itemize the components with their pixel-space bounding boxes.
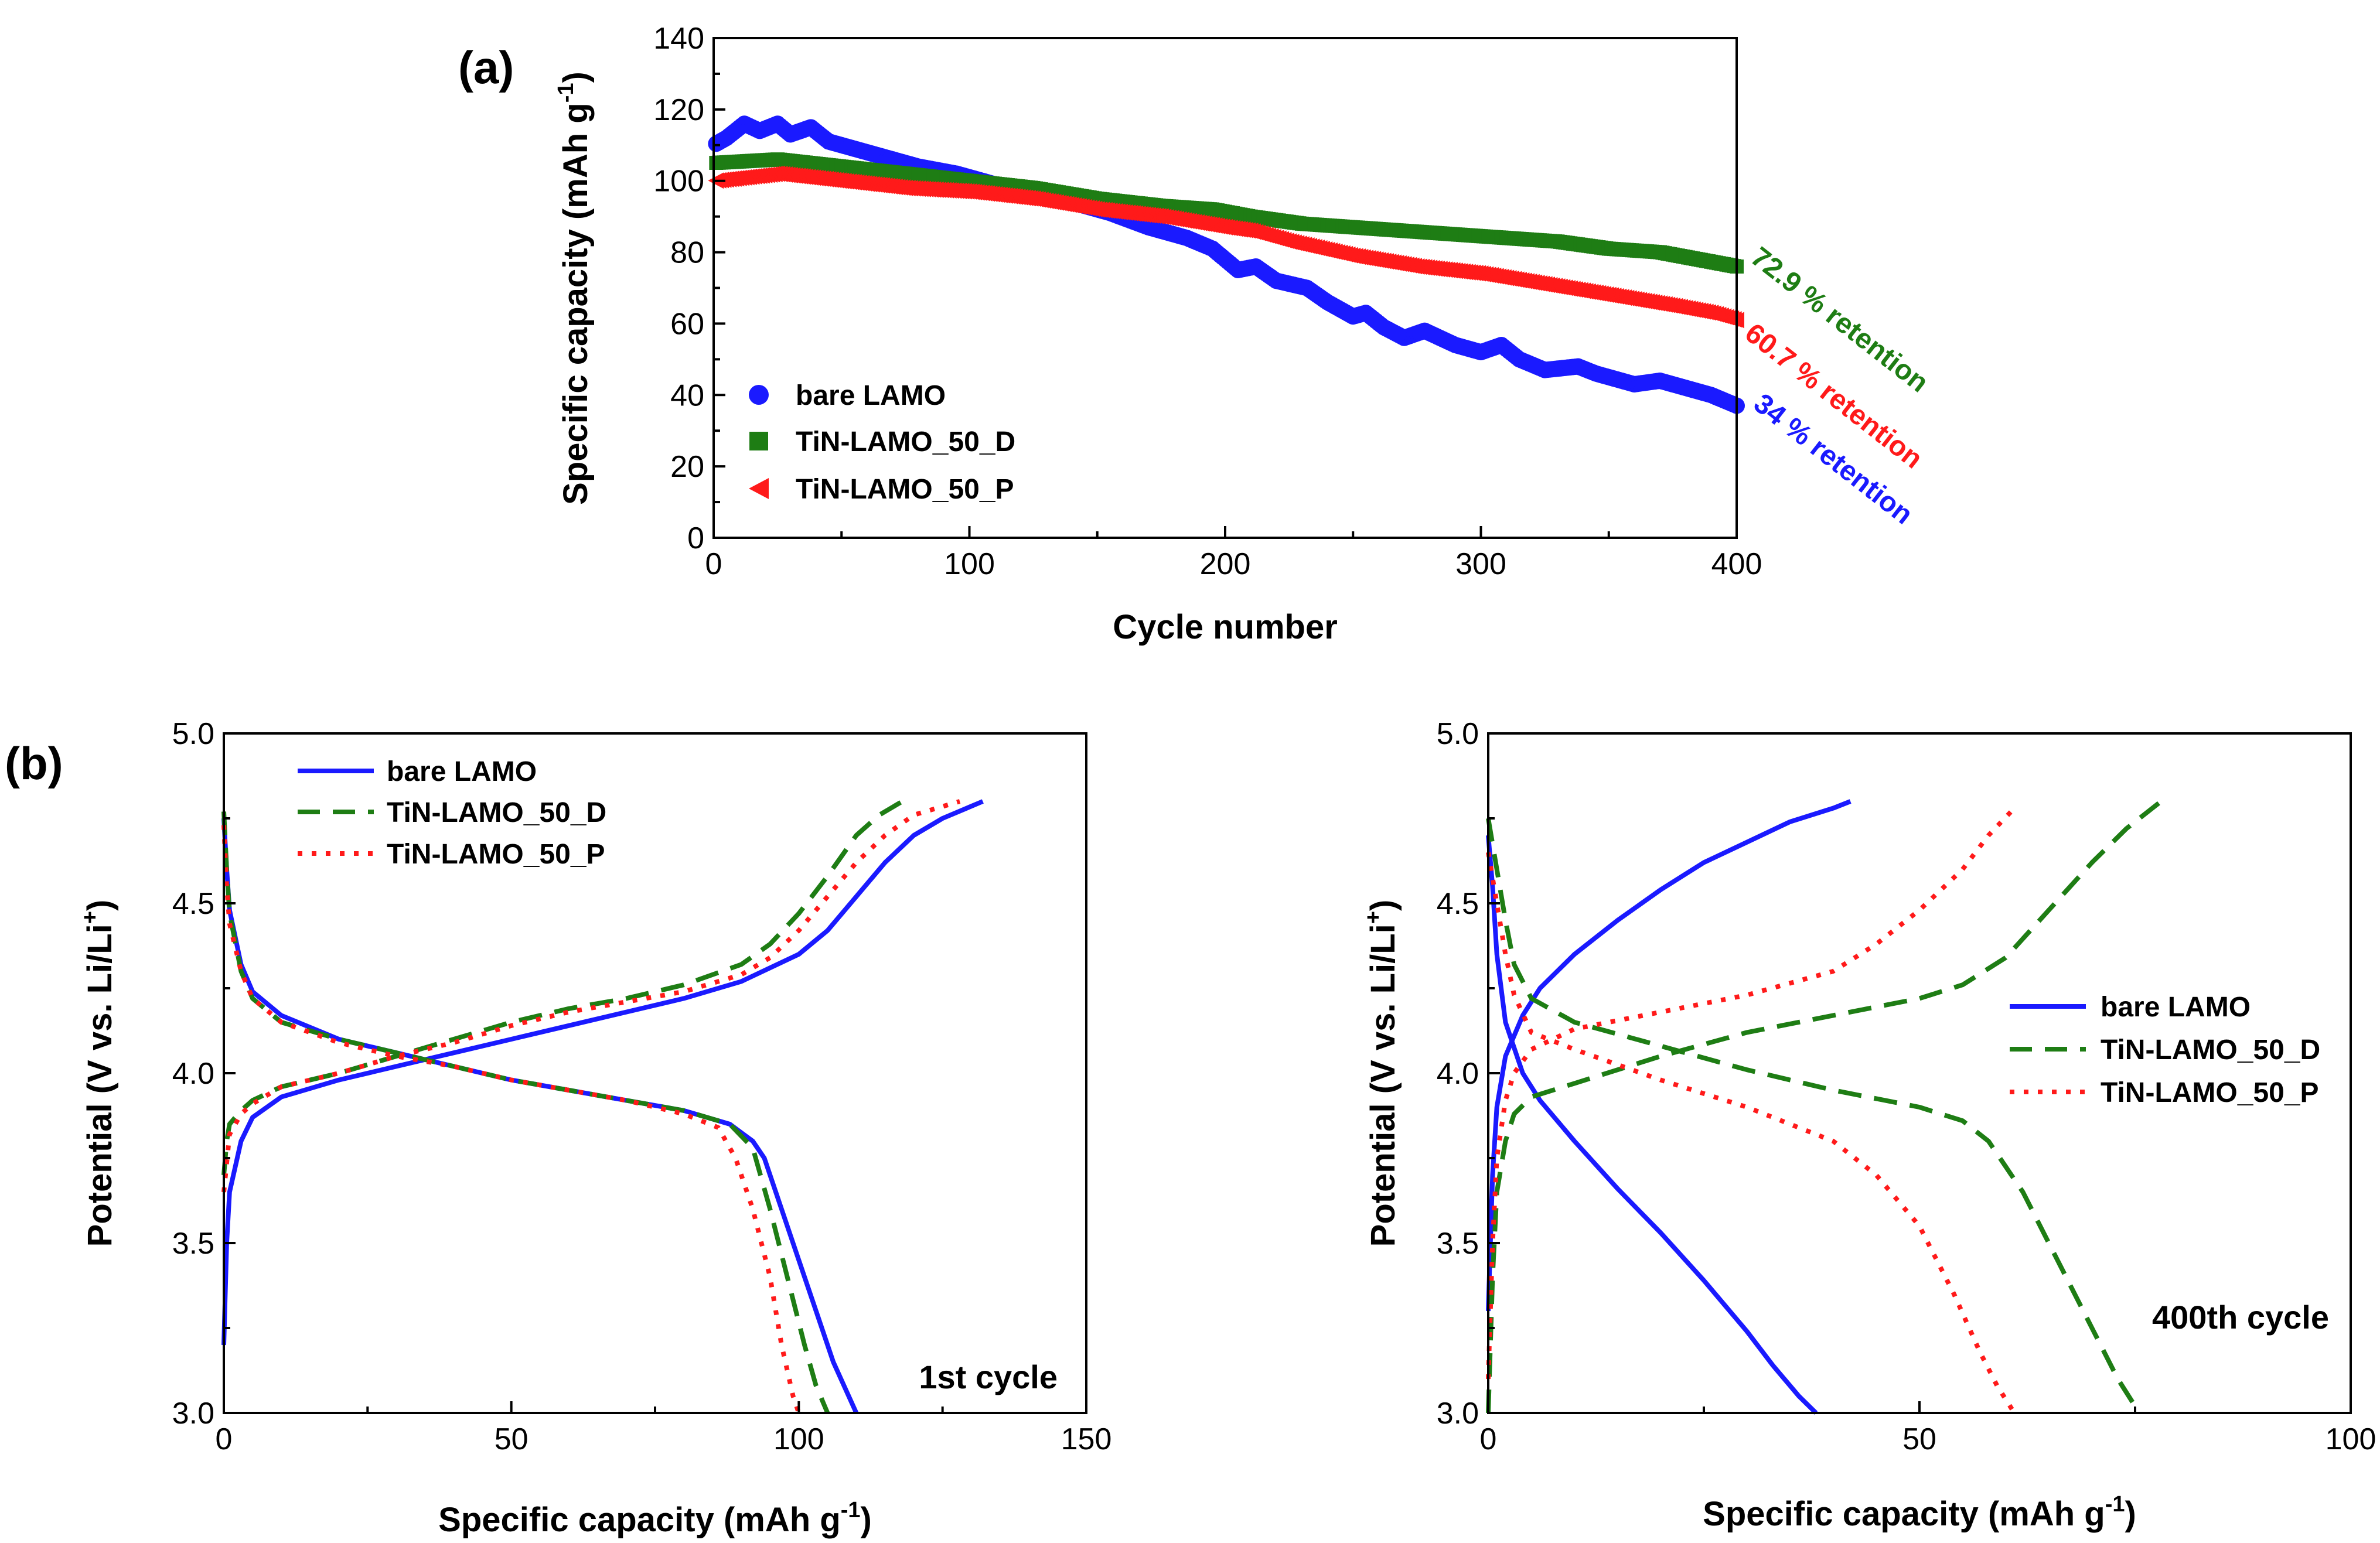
legend-label-bare-b1: bare LAMO	[387, 756, 537, 787]
y-tick-label-b2: 4.5	[1437, 887, 1479, 921]
y-axis-title-b1-end: )	[81, 900, 119, 911]
y-axis-title-a-end: )	[557, 71, 595, 83]
y-axis-title-b2: Potential (V vs. Li/Li+)	[1361, 900, 1402, 1247]
x-tick-label-a: 100	[944, 547, 995, 581]
x-tick-label-b2: 100	[2326, 1422, 2376, 1456]
legend-label-dry-b1: TiN-LAMO_50_D	[387, 797, 606, 828]
annotation-1st-cycle: 1st cycle	[919, 1358, 1058, 1395]
x-axis-title-b2-sup: -1	[2105, 1492, 2125, 1517]
y-tick-label-b1: 4.0	[172, 1057, 214, 1091]
y-axis-title-b2-sup: +	[1361, 911, 1386, 924]
curve-plasma-discharge-b1	[221, 825, 802, 1414]
curve-plasma-discharge-b2	[1486, 852, 2017, 1415]
curve-bare-charge-b1	[221, 799, 984, 1346]
curve-plasma-charge-b1	[221, 799, 961, 1193]
legend-b1: bare LAMO TiN-LAMO_50_D TiN-LAMO_50_P	[298, 756, 606, 870]
x-axis-title-a: Cycle number	[1113, 608, 1338, 646]
legend-label-bare-b2: bare LAMO	[2101, 992, 2251, 1023]
y-tick-label-b1: 5.0	[172, 717, 214, 751]
x-tick-label-b2: 50	[1902, 1422, 1936, 1456]
y-axis-title-b1: Potential (V vs. Li/Li+)	[78, 900, 119, 1247]
axes-b2: 0 50 100 3.0 3.5 4.0 4.5 5.0	[1437, 717, 2376, 1456]
legend-label-bare-a: bare LAMO	[796, 380, 946, 411]
legend-label-dry-a: TiN-LAMO_50_D	[796, 426, 1015, 458]
y-axis-title-b2-main: Potential (V vs. Li/Li	[1364, 924, 1402, 1247]
x-tick-label-a: 300	[1455, 547, 1506, 581]
legend-marker-dry-a	[749, 432, 768, 450]
legend-label-plasma-b2: TiN-LAMO_50_P	[2101, 1077, 2319, 1108]
y-tick-label-a: 60	[670, 307, 704, 341]
legend-label-plasma-a: TiN-LAMO_50_P	[796, 474, 1014, 505]
axes-b1: 0 50 100 150 3.0 3.5 4.0 4.5 5.0	[172, 717, 1112, 1456]
y-tick-label-b2: 4.0	[1437, 1057, 1479, 1091]
x-tick-label-b1: 100	[773, 1422, 824, 1456]
annotation-400th-cycle: 400th cycle	[2152, 1299, 2329, 1336]
panel-b-label: (b)	[5, 738, 63, 789]
axes-a: 0 100 200 300 400 0 20 40 60 80 100 120 140	[653, 22, 1762, 581]
plot-area-b2	[1486, 799, 2163, 1415]
y-tick-label-a: 100	[653, 165, 704, 199]
y-tick-label-b2: 3.0	[1437, 1397, 1479, 1431]
y-tick-label-a: 140	[653, 22, 704, 56]
legend-marker-bare-a	[749, 385, 769, 405]
x-axis-title-b1-sup: -1	[841, 1498, 861, 1522]
legend-label-plasma-b1: TiN-LAMO_50_P	[387, 839, 605, 870]
legend-b2: bare LAMO TiN-LAMO_50_D TiN-LAMO_50_P	[2010, 992, 2320, 1108]
x-tick-label-a: 200	[1200, 547, 1251, 581]
chart-voltage-1st-cycle: 0 50 100 150 3.0 3.5 4.0 4.5 5.0 Specific capaci…	[78, 717, 1111, 1539]
y-tick-label-a: 0	[687, 521, 704, 555]
y-tick-label-a: 20	[670, 450, 704, 484]
chart-voltage-400th-cycle: 0 50 100 3.0 3.5 4.0 4.5 5.0 Specific capacity …	[1361, 717, 2376, 1533]
y-tick-label-b2: 5.0	[1437, 717, 1479, 751]
x-axis-title-b1-end: )	[861, 1501, 872, 1539]
y-axis-title-a-main: Specific capacity (mAh g	[557, 103, 595, 505]
curve-bare-charge-b2	[1486, 799, 1852, 1312]
y-tick-label-a: 80	[670, 236, 704, 270]
x-tick-label-a: 0	[705, 547, 722, 581]
curve-plasma-charge-b2	[1486, 806, 2016, 1380]
x-tick-label-b1: 0	[216, 1422, 233, 1456]
y-tick-label-a: 40	[670, 378, 704, 412]
x-axis-title-b2: Specific capacity (mAh g-1)	[1703, 1492, 2136, 1533]
legend-label-dry-b2: TiN-LAMO_50_D	[2101, 1035, 2320, 1066]
x-axis-title-b2-main: Specific capacity (mAh g	[1703, 1495, 2105, 1533]
y-axis-title-b1-main: Potential (V vs. Li/Li	[81, 924, 119, 1247]
x-tick-label-b1: 150	[1061, 1422, 1112, 1456]
plot-area-b1	[221, 799, 984, 1414]
x-axis-title-b1-main: Specific capacity (mAh g	[438, 1501, 841, 1539]
y-axis-title-b2-end: )	[1364, 900, 1402, 911]
legend-marker-plasma-a	[749, 478, 769, 499]
x-tick-label-a: 400	[1711, 547, 1762, 581]
curve-dry-charge-b1	[221, 799, 904, 1176]
legend-a: bare LAMO TiN-LAMO_50_D TiN-LAMO_50_P	[749, 380, 1015, 505]
series-plasma-a	[708, 165, 1744, 329]
y-tick-label-a: 120	[653, 93, 704, 127]
x-axis-title-b2-end: )	[2125, 1495, 2136, 1533]
x-tick-label-b2: 0	[1480, 1422, 1497, 1456]
y-tick-label-b2: 3.5	[1437, 1227, 1479, 1261]
y-tick-label-b1: 3.0	[172, 1397, 214, 1431]
panel-a-label: (a)	[458, 42, 514, 93]
x-axis-title-b1: Specific capacity (mAh g-1)	[438, 1498, 872, 1539]
y-axis-title-b1-sup: +	[78, 911, 103, 924]
x-tick-label-b1: 50	[495, 1422, 528, 1456]
plot-area-a	[708, 115, 1745, 414]
y-tick-label-b1: 4.5	[172, 887, 214, 921]
curve-bare-discharge-b2	[1486, 835, 1818, 1415]
curve-dry-charge-b2	[1486, 799, 2163, 1414]
y-axis-title-a-sup: -1	[554, 83, 578, 103]
y-axis-title-a: Specific capacity (mAh g-1)	[554, 71, 595, 505]
y-tick-label-b1: 3.5	[172, 1227, 214, 1261]
